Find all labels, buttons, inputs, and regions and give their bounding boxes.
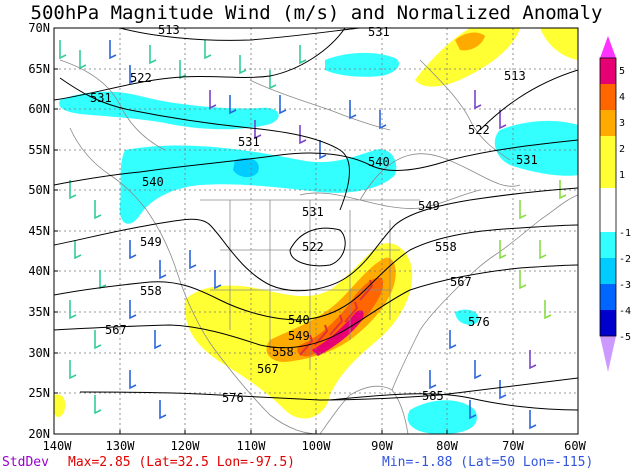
lat-label: 50N xyxy=(28,183,50,197)
contour-label: 513 xyxy=(158,23,180,37)
lat-label: 70N xyxy=(28,21,50,35)
lat-label: 55N xyxy=(28,143,50,157)
stat-type-label: StdDev xyxy=(2,455,49,470)
negative-anomaly-area xyxy=(59,91,279,130)
colorbar-tick-label: -1 xyxy=(619,228,631,239)
contour-label: 540 xyxy=(142,175,164,189)
min-value-text: Min=-1.88 (Lat=50 Lon=-115) xyxy=(382,455,594,470)
contour-label: 576 xyxy=(222,391,244,405)
wind-barbs xyxy=(59,40,567,430)
contour-labels: 513 531 522 531 531 540 540 549 531 522 … xyxy=(90,23,538,405)
colorbar-segment xyxy=(600,232,616,258)
colorbar-segment xyxy=(600,310,616,336)
colorbar-labels: 5 4 3 2 1 -1 -2 -3 -4 -5 xyxy=(619,66,631,343)
colorbar-segment xyxy=(600,84,616,110)
colorbar: 5 4 3 2 1 -1 -2 -3 -4 -5 xyxy=(599,36,631,372)
longitude-labels: 140W 130W 120W 110W 100W 90W 80W 70W 60W xyxy=(43,439,587,453)
lat-label: 20N xyxy=(28,427,50,441)
lat-label: 40N xyxy=(28,264,50,278)
contour-label: 558 xyxy=(272,345,294,359)
contour-label: 522 xyxy=(302,240,324,254)
lon-label: 80W xyxy=(436,439,458,453)
latitude-labels: 70N 65N 60N 55N 50N 45N 40N 35N 30N 25N … xyxy=(28,21,50,441)
anomaly-shading xyxy=(54,28,578,434)
contour-label: 540 xyxy=(288,313,310,327)
axis-ticks xyxy=(54,27,514,434)
negative-anomaly-area xyxy=(119,145,397,224)
graticule xyxy=(54,28,578,434)
positive-anomaly-area xyxy=(540,28,578,60)
lon-label: 120W xyxy=(171,439,201,453)
colorbar-tick-label: -2 xyxy=(619,254,631,265)
lat-label: 65N xyxy=(28,62,50,76)
colorbar-tick-label: 5 xyxy=(619,66,625,77)
contour-label: 531 xyxy=(368,25,390,39)
colorbar-tick-label: 4 xyxy=(619,92,625,103)
contour-label: 513 xyxy=(504,69,526,83)
contour-label: 549 xyxy=(140,235,162,249)
contour-label: 531 xyxy=(90,91,112,105)
contour-label: 558 xyxy=(140,284,162,298)
stats-footer: StdDev Max=2.85 (Lat=32.5 Lon=-97.5) Min… xyxy=(0,455,633,473)
max-value-text: Max=2.85 (Lat=32.5 Lon=-97.5) xyxy=(68,455,295,470)
negative-anomaly-area xyxy=(455,309,479,325)
contour-label: 531 xyxy=(516,153,538,167)
negative-anomaly-area xyxy=(407,400,477,434)
lat-label: 45N xyxy=(28,224,50,238)
colorbar-segment xyxy=(600,110,616,136)
negative-anomaly-area xyxy=(494,120,578,176)
colorbar-tick-label: 1 xyxy=(619,170,625,181)
colorbar-segment xyxy=(600,258,616,284)
contour-label: 522 xyxy=(130,71,152,85)
colorbar-segment xyxy=(600,58,616,84)
contour-label: 540 xyxy=(368,155,390,169)
contour-label: 567 xyxy=(257,362,279,376)
colorbar-tick-label: 2 xyxy=(619,144,625,155)
lon-label: 90W xyxy=(371,439,393,453)
lat-label: 35N xyxy=(28,305,50,319)
contour-label: 567 xyxy=(450,275,472,289)
lon-label: 70W xyxy=(502,439,524,453)
colorbar-tick-label: 3 xyxy=(619,118,625,129)
positive-anomaly-area xyxy=(415,28,520,87)
contour-label: 531 xyxy=(302,205,324,219)
lat-label: 30N xyxy=(28,346,50,360)
colorbar-segment xyxy=(600,162,616,188)
negative-anomaly-area xyxy=(233,158,259,178)
colorbar-top-arrow xyxy=(600,36,616,58)
height-contours xyxy=(54,28,578,411)
lon-label: 140W xyxy=(43,439,73,453)
contour-label: 531 xyxy=(238,135,260,149)
lon-label: 60W xyxy=(564,439,586,453)
lon-label: 110W xyxy=(237,439,267,453)
contour-label: 576 xyxy=(468,315,490,329)
map-title: 500hPa Magnitude Wind (m/s) and Normaliz… xyxy=(30,2,603,24)
positive-anomaly-area xyxy=(266,257,396,362)
positive-anomaly-area xyxy=(54,394,66,418)
colorbar-tick-label: -4 xyxy=(619,306,631,317)
colorbar-segment xyxy=(600,188,616,232)
contour-label: 522 xyxy=(468,123,490,137)
coastlines xyxy=(59,59,578,434)
colorbar-tick-label: -3 xyxy=(619,280,631,291)
negative-anomaly-area xyxy=(325,52,400,77)
positive-anomaly-area xyxy=(312,310,364,356)
colorbar-segment xyxy=(600,284,616,310)
contour-label: 558 xyxy=(435,240,457,254)
lat-label: 60N xyxy=(28,102,50,116)
colorbar-segment xyxy=(600,136,616,162)
lon-label: 130W xyxy=(106,439,136,453)
contour-label: 549 xyxy=(288,329,310,343)
lon-label: 100W xyxy=(302,439,332,453)
colorbar-bottom-arrow xyxy=(600,336,616,372)
positive-anomaly-area xyxy=(455,32,485,51)
colorbar-tick-label: -5 xyxy=(619,332,631,343)
contour-label: 585 xyxy=(422,389,444,403)
contour-label: 549 xyxy=(418,199,440,213)
contour-label: 567 xyxy=(105,323,127,337)
lat-label: 25N xyxy=(28,386,50,400)
